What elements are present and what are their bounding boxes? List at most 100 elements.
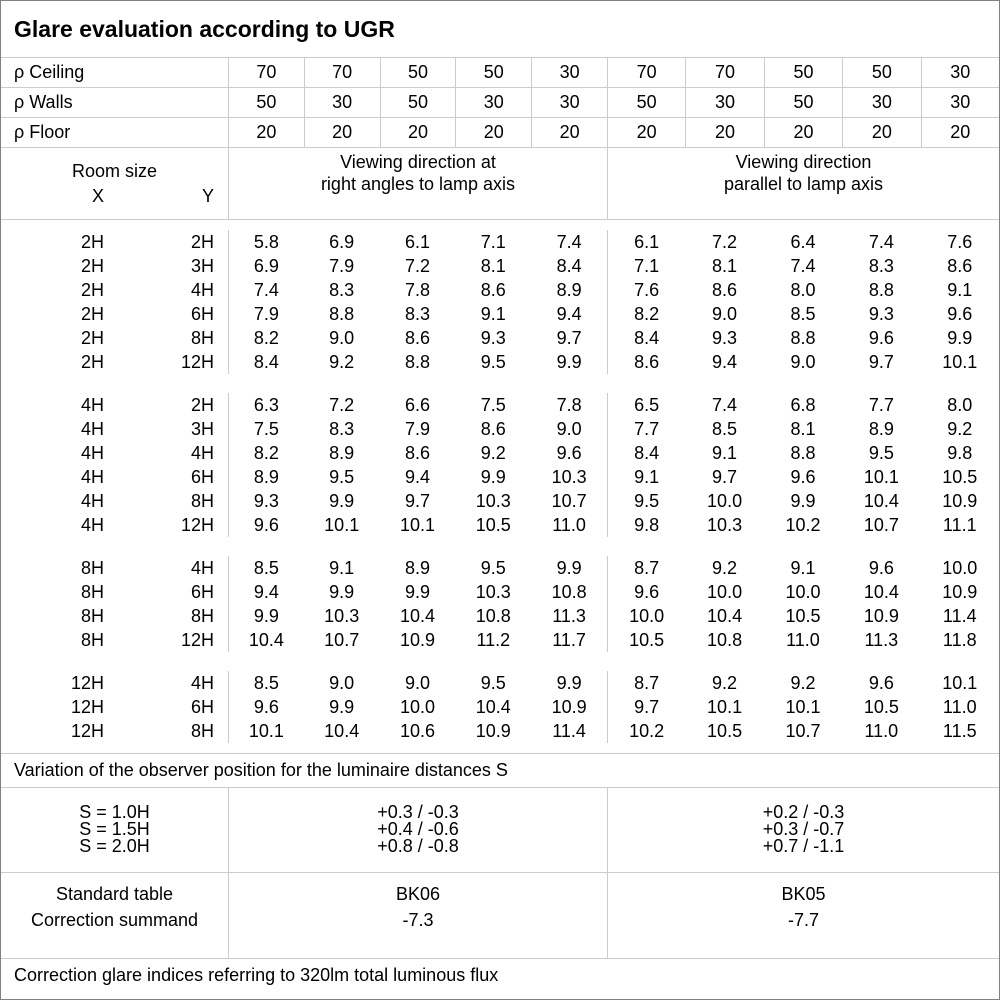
reflectance-value-cell: 20 (228, 118, 304, 147)
ugr-value-cell: 10.1 (324, 515, 360, 535)
viewing-right-angles-line2: right angles to lamp axis (320, 174, 516, 194)
spacing-right-angles-2: +0.4 / -0.6 (377, 819, 459, 839)
room-y-cell: 2H (190, 232, 214, 252)
ugr-row-group: 12H 4H 8.5 9.0 9.0 9.5 9.9 8.7 9.2 9.2 9.6 10.1 12H 6… (1, 671, 999, 743)
standard-table-section: Standard table Correction summand BK06 -… (1, 873, 999, 959)
ugr-value-cell: 7.5 (480, 395, 506, 415)
ugr-value-cell: 9.2 (712, 558, 738, 578)
room-x-cell: 12H (70, 673, 104, 693)
ugr-value-cell: 10.5 (707, 721, 743, 741)
ugr-value-cell: 8.5 (712, 419, 738, 439)
ugr-value-cell: 7.8 (404, 280, 430, 300)
ugr-value-cell: 10.0 (606, 604, 685, 628)
ugr-value-cell: 8.9 (868, 419, 894, 439)
row-spacer (214, 580, 228, 604)
ugr-value-cell: 9.6 (790, 467, 816, 487)
correction-summand-parallel: -7.7 (787, 910, 820, 930)
ugr-value-cell: 8.9 (404, 558, 430, 578)
ugr-value-cell: 9.0 (790, 352, 816, 372)
ugr-value-cell: 10.4 (863, 582, 899, 602)
row-spacer (214, 604, 228, 628)
ugr-value-cell: 9.6 (228, 513, 304, 537)
ugr-value-cell: 8.5 (228, 671, 304, 695)
reflectance-rows: ρ Ceiling 70 70 50 50 30 70 70 50 50 30 ρ Walls 50 30… (1, 58, 999, 148)
ugr-data-row: 2H 2H 5.8 6.9 6.1 7.1 7.4 6.1 7.2 6.4 7.4 7.6 (1, 230, 999, 254)
reflectance-value-cell: 20 (685, 118, 763, 147)
ugr-value-cell: 10.1 (399, 515, 436, 535)
variation-note: Variation of the observer position for t… (14, 760, 508, 780)
ugr-value-cell: 9.6 (228, 695, 304, 719)
ugr-value-cell: 10.4 (228, 628, 304, 652)
row-spacer (214, 417, 228, 441)
ugr-value-cell: 10.3 (324, 606, 360, 626)
row-spacer (214, 278, 228, 302)
room-y-cell: 2H (190, 395, 214, 415)
ugr-value-cell: 10.1 (785, 697, 821, 717)
ugr-value-cell: 9.8 (947, 443, 973, 463)
ugr-value-cell: 10.9 (942, 491, 978, 511)
ugr-value-cell: 9.9 (947, 328, 973, 348)
ugr-value-cell: 8.6 (480, 419, 506, 439)
ugr-value-cell: 9.6 (606, 580, 685, 604)
ugr-value-cell: 7.4 (712, 395, 738, 415)
ugr-value-cell: 9.8 (606, 513, 685, 537)
ugr-value-cell: 10.9 (551, 697, 587, 717)
observer-variation-section: S = 1.0H S = 1.5H S = 2.0H +0.3 / -0.3 +… (1, 788, 999, 873)
ugr-value-cell: 9.1 (329, 558, 355, 578)
ugr-value-cell: 9.4 (228, 580, 304, 604)
reflectance-value-cell: 30 (455, 88, 531, 117)
ugr-value-cell: 11.0 (942, 697, 977, 717)
ugr-value-cell: 11.5 (942, 721, 977, 741)
ugr-value-cell: 8.3 (329, 280, 355, 300)
ugr-value-cell: 9.5 (606, 489, 685, 513)
ugr-value-cell: 6.9 (329, 232, 355, 252)
ugr-value-cell: 9.1 (480, 304, 506, 324)
reflectance-value-cell: 20 (842, 118, 920, 147)
reflectance-value-cell: 20 (379, 118, 456, 147)
ugr-value-cell: 10.5 (942, 467, 978, 487)
ugr-value-cell: 11.7 (552, 630, 586, 650)
ugr-value-cell: 10.3 (475, 582, 511, 602)
xy-header-row: X Y (1, 184, 228, 209)
ugr-value-cell: 6.9 (228, 254, 304, 278)
ugr-value-cell: 9.9 (480, 467, 506, 487)
ugr-value-cell: 8.7 (606, 556, 685, 580)
ugr-value-cell: 9.0 (556, 419, 582, 439)
footer-note-row: Correction glare indices referring to 32… (1, 959, 999, 999)
ugr-value-cell: 8.9 (329, 443, 355, 463)
reflectance-value-cell: 50 (228, 88, 304, 117)
room-x-cell: 8H (80, 582, 104, 602)
ugr-data-row: 4H 3H 7.5 8.3 7.9 8.6 9.0 7.7 8.5 8.1 8.9 9.2 (1, 417, 999, 441)
xy-spacer (214, 184, 228, 209)
ugr-value-cell: 9.9 (556, 673, 582, 693)
ugr-value-cell: 7.1 (480, 232, 506, 252)
ugr-value-cell: 7.5 (228, 417, 304, 441)
ugr-value-cell: 8.8 (790, 443, 816, 463)
ugr-value-cell: 9.9 (329, 697, 355, 717)
reflectance-value-cell: 50 (606, 88, 685, 117)
room-y-cell: 4H (190, 558, 214, 578)
ugr-value-cell: 9.6 (868, 328, 894, 348)
ugr-value-cell: 10.9 (863, 606, 899, 626)
spacing-values-right-angles: +0.3 / -0.3 +0.4 / -0.6 +0.8 / -0.8 (228, 788, 607, 872)
row-spacer (214, 695, 228, 719)
standard-table-labels: Standard table Correction summand (1, 873, 228, 958)
room-size-title: Room size (71, 161, 158, 181)
ugr-data-row: 4H 8H 9.3 9.9 9.7 10.3 10.7 9.5 10.0 9.9 10.4 10.9 (1, 489, 999, 513)
reflectance-label: ρ Ceiling (14, 62, 85, 82)
ugr-value-cell: 11.0 (552, 515, 586, 535)
ugr-value-cell: 6.1 (606, 230, 685, 254)
ugr-value-cell: 8.4 (228, 350, 304, 374)
ugr-value-cell: 9.0 (404, 673, 430, 693)
room-y-cell: 6H (190, 467, 214, 487)
ugr-value-cell: 10.1 (942, 352, 978, 372)
reflectance-value-cell: 20 (303, 118, 380, 147)
reflectance-row: ρ Floor 20 20 20 20 20 20 20 20 20 20 (1, 118, 999, 148)
ugr-value-cell: 9.3 (480, 328, 506, 348)
viewing-parallel-line1: Viewing direction (735, 152, 872, 172)
ugr-data-row: 2H 4H 7.4 8.3 7.8 8.6 8.9 7.6 8.6 8.0 8.8 9.1 (1, 278, 999, 302)
row-spacer (214, 628, 228, 652)
ugr-data-row: 8H 8H 9.9 10.3 10.4 10.8 11.3 10.0 10.4 10.5 10.9 1… (1, 604, 999, 628)
row-spacer (214, 326, 228, 350)
reflectance-value-cell: 70 (303, 58, 380, 87)
